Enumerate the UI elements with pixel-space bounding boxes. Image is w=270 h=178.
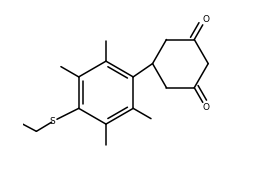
Text: O: O: [202, 15, 209, 24]
Text: O: O: [202, 103, 209, 112]
Text: S: S: [50, 117, 55, 126]
